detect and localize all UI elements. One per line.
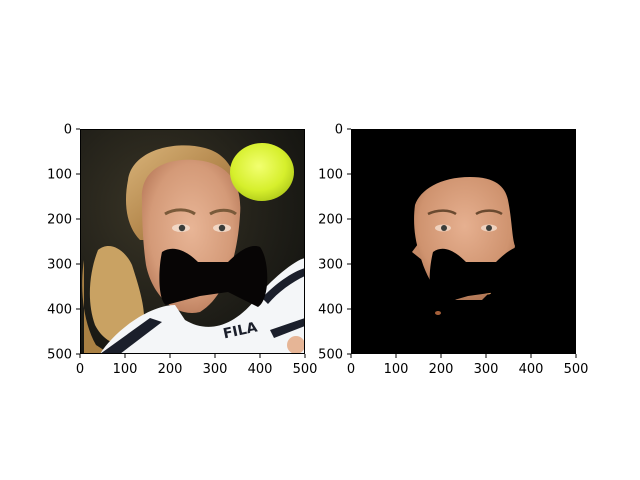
right-axes-frame bbox=[351, 129, 576, 354]
y-tick-label: 200 bbox=[318, 213, 343, 228]
y-tick-label: 0 bbox=[335, 123, 343, 138]
y-tick-label: 100 bbox=[47, 168, 72, 183]
x-tick-label: 500 bbox=[293, 362, 318, 377]
y-tick-label: 400 bbox=[318, 303, 343, 318]
x-tick-label: 100 bbox=[384, 362, 409, 377]
x-tick-label: 0 bbox=[76, 362, 84, 377]
y-tick-label: 500 bbox=[318, 348, 343, 363]
tennis-ball bbox=[230, 143, 294, 201]
y-tick-label: 300 bbox=[47, 258, 72, 273]
x-tick-label: 400 bbox=[248, 362, 273, 377]
y-tick-label: 200 bbox=[47, 213, 72, 228]
x-tick-label: 200 bbox=[158, 362, 183, 377]
left-axis-ticks: 0 100 200 300 400 500 0 100 200 300 400 500 bbox=[47, 123, 317, 378]
y-tick-label: 300 bbox=[318, 258, 343, 273]
y-tick-label: 100 bbox=[318, 168, 343, 183]
left-image: FILA bbox=[80, 129, 305, 354]
x-tick-label: 100 bbox=[113, 362, 138, 377]
y-tick-label: 0 bbox=[64, 123, 72, 138]
x-tick-label: 300 bbox=[474, 362, 499, 377]
fila-logo: FILA bbox=[222, 319, 259, 342]
bow-tie-mask-right bbox=[429, 246, 536, 307]
y-tick-label: 500 bbox=[47, 348, 72, 363]
x-tick-label: 300 bbox=[203, 362, 228, 377]
left-panel: FILA 0 100 200 300 400 500 0 100 200 300 400 500 bbox=[47, 123, 317, 378]
ponytail-shape bbox=[89, 245, 145, 345]
left-axes-frame bbox=[80, 129, 305, 354]
right-image bbox=[351, 129, 576, 354]
y-tick-label: 400 bbox=[47, 303, 72, 318]
right-panel: 0 100 200 300 400 500 0 100 200 300 400 500 bbox=[318, 123, 588, 378]
bow-tie-mask bbox=[159, 246, 268, 307]
x-tick-label: 0 bbox=[347, 362, 355, 377]
x-tick-label: 500 bbox=[564, 362, 589, 377]
x-tick-label: 400 bbox=[519, 362, 544, 377]
x-tick-label: 200 bbox=[429, 362, 454, 377]
right-axis-ticks: 0 100 200 300 400 500 0 100 200 300 400 500 bbox=[318, 123, 588, 378]
